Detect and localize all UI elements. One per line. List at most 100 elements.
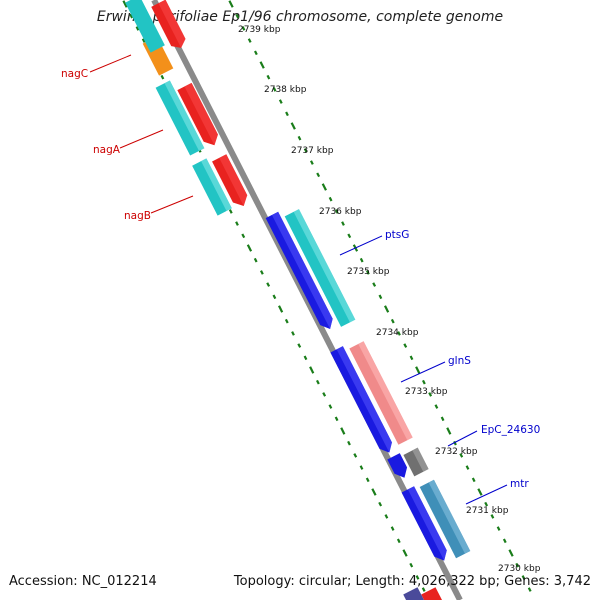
tick-mark <box>316 172 321 178</box>
feature-bottom-red[interactable] <box>421 587 445 600</box>
gene-label-nagB[interactable]: nagB <box>124 210 151 222</box>
tick-mark <box>440 416 445 422</box>
tick-mark <box>371 488 377 496</box>
tick-mark <box>241 26 246 31</box>
kbp-label-2737: 2737 kbp <box>291 146 334 156</box>
gene-label-nagC[interactable]: nagC <box>61 68 88 80</box>
feature-top-cyan[interactable] <box>125 0 165 53</box>
tick-mark <box>246 244 253 252</box>
tick-mark <box>316 379 320 385</box>
kbp-label-2731: 2731 kbp <box>466 506 509 516</box>
feature-reverse-blue-1[interactable] <box>265 211 337 332</box>
nagB-leader <box>150 195 194 214</box>
tick-mark <box>465 465 470 470</box>
mtr-leader <box>465 484 508 505</box>
gene-label-mtr[interactable]: mtr <box>510 478 529 490</box>
kbp-label-2732: 2732 kbp <box>435 447 478 457</box>
tick-mark <box>366 270 370 275</box>
tick-mark <box>254 50 258 56</box>
tick-mark <box>135 26 140 31</box>
tick-mark <box>260 270 264 275</box>
tick-mark <box>129 13 134 19</box>
tick-mark <box>384 305 390 313</box>
tick-mark <box>527 587 532 592</box>
tick-mark <box>347 440 351 446</box>
tick-mark <box>290 122 296 130</box>
tick-mark <box>359 257 364 263</box>
tick-mark <box>321 183 327 191</box>
outer-tick-track <box>228 0 532 592</box>
feature-nagA-forward[interactable] <box>177 82 221 149</box>
tick-mark <box>297 135 302 141</box>
feature-nagA-cyan[interactable] <box>155 80 205 156</box>
kbp-label-2739: 2739 kbp <box>238 25 281 35</box>
accession-text: Accession: NC_012214 <box>9 574 157 589</box>
tick-mark <box>328 404 333 409</box>
tick-mark <box>340 427 346 435</box>
feature-nagB-cyan[interactable] <box>192 158 232 216</box>
tick-mark <box>397 331 401 336</box>
tick-mark <box>347 233 352 239</box>
feature-top-red-1[interactable] <box>151 0 188 51</box>
tick-mark <box>303 148 308 153</box>
tick-mark <box>259 61 265 69</box>
feature-glnS[interactable] <box>349 341 413 445</box>
tick-mark <box>446 427 452 435</box>
tick-mark <box>141 38 146 43</box>
tick-mark <box>521 575 526 580</box>
tick-mark <box>359 465 364 470</box>
tick-mark <box>122 0 128 8</box>
tick-mark <box>297 343 302 348</box>
tick-mark <box>278 305 284 313</box>
tick-mark <box>235 13 240 19</box>
gene-label-ptsG[interactable]: ptsG <box>385 229 409 241</box>
nagA-leader <box>119 129 164 149</box>
tick-mark <box>303 355 308 361</box>
tick-mark <box>422 379 426 385</box>
tick-mark <box>341 221 345 226</box>
tick-mark <box>434 404 439 409</box>
tick-mark <box>228 0 234 8</box>
tick-mark <box>322 392 327 397</box>
tick-mark <box>266 282 271 287</box>
tick-mark <box>403 343 408 348</box>
tick-mark <box>390 526 395 531</box>
tick-mark <box>353 453 358 458</box>
feature-EpC_24630[interactable] <box>403 447 429 477</box>
tick-mark <box>247 38 252 43</box>
glnS-leader <box>400 361 446 383</box>
feature-mtr[interactable] <box>419 479 471 559</box>
tick-mark <box>402 549 408 557</box>
feature-reverse-blue-2[interactable] <box>330 346 395 456</box>
feature-reverse-blue-3[interactable] <box>387 453 410 481</box>
tick-mark <box>484 501 489 507</box>
tick-mark <box>378 294 383 300</box>
tick-mark <box>334 416 339 422</box>
gene-label-glnS[interactable]: glnS <box>448 355 471 367</box>
tick-mark <box>459 453 464 458</box>
gene-label-EpC_24630[interactable]: EpC_24630 <box>481 424 540 436</box>
tick-mark <box>160 74 165 80</box>
nagC-leader <box>89 54 132 73</box>
tick-mark <box>266 74 271 80</box>
tick-mark <box>372 282 377 287</box>
kbp-label-2738: 2738 kbp <box>264 85 307 95</box>
tick-mark <box>396 538 401 544</box>
tick-mark <box>228 209 233 214</box>
feature-nagB-forward[interactable] <box>212 154 251 209</box>
tick-mark <box>453 440 457 446</box>
gene-label-nagA[interactable]: nagA <box>93 144 121 156</box>
feature-reverse-blue-4[interactable] <box>401 486 451 564</box>
tick-mark <box>502 538 507 544</box>
tick-mark <box>378 501 383 507</box>
tick-mark <box>272 294 277 300</box>
tick-mark <box>241 233 246 239</box>
kbp-label-2733: 2733 kbp <box>405 387 448 397</box>
tick-mark <box>384 514 389 519</box>
tick-mark <box>496 526 501 531</box>
tick-mark <box>272 87 277 92</box>
kbp-label-2735: 2735 kbp <box>347 267 390 277</box>
tick-mark <box>235 221 239 226</box>
feature-ptsG[interactable] <box>284 209 356 327</box>
